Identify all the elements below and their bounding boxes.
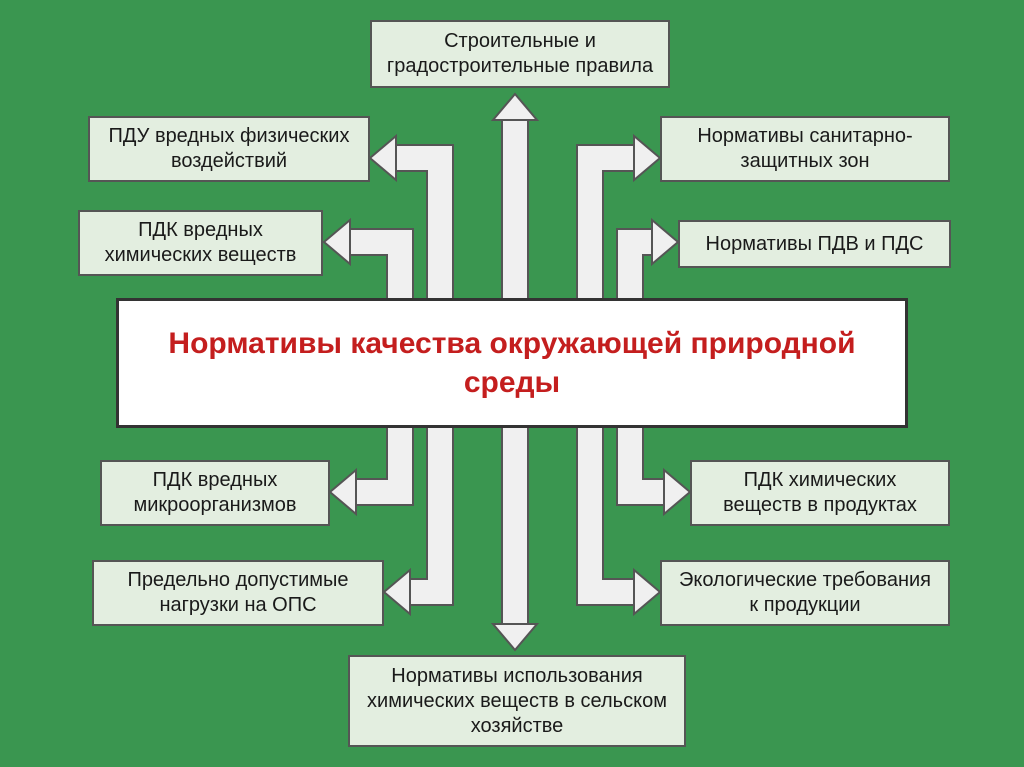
node-label: ПДК химических веществ в продуктах <box>704 468 936 518</box>
node-ml: ПДК вредных химических веществ <box>78 210 323 276</box>
node-label: ПДК вредных микроорганизмов <box>114 468 316 518</box>
node-label: ПДУ вредных физических воздействий <box>102 124 356 174</box>
node-label: Предельно допустимые нагрузки на ОПС <box>106 568 370 618</box>
node-tr: Нормативы санитарно-защитных зон <box>660 116 950 182</box>
central-title-text: Нормативы качества окружающей природной … <box>139 324 885 402</box>
node-br2: Экологические требования к продукции <box>660 560 950 626</box>
node-mr: Нормативы ПДВ и ПДС <box>678 220 951 268</box>
node-tl: ПДУ вредных физических воздействий <box>88 116 370 182</box>
central-title-box: Нормативы качества окружающей природной … <box>116 298 908 428</box>
node-label: Строительные и градостроительные правила <box>384 29 656 79</box>
node-label: Экологические требования к продукции <box>674 568 936 618</box>
node-label: ПДК вредных химических веществ <box>92 218 309 268</box>
node-bl1: ПДК вредных микроорганизмов <box>100 460 330 526</box>
node-br1: ПДК химических веществ в продуктах <box>690 460 950 526</box>
node-label: Нормативы санитарно-защитных зон <box>674 124 936 174</box>
node-bot: Нормативы использования химических вещес… <box>348 655 686 747</box>
node-top: Строительные и градостроительные правила <box>370 20 670 88</box>
node-bl2: Предельно допустимые нагрузки на ОПС <box>92 560 384 626</box>
node-label: Нормативы использования химических вещес… <box>362 664 672 739</box>
node-label: Нормативы ПДВ и ПДС <box>706 232 924 257</box>
